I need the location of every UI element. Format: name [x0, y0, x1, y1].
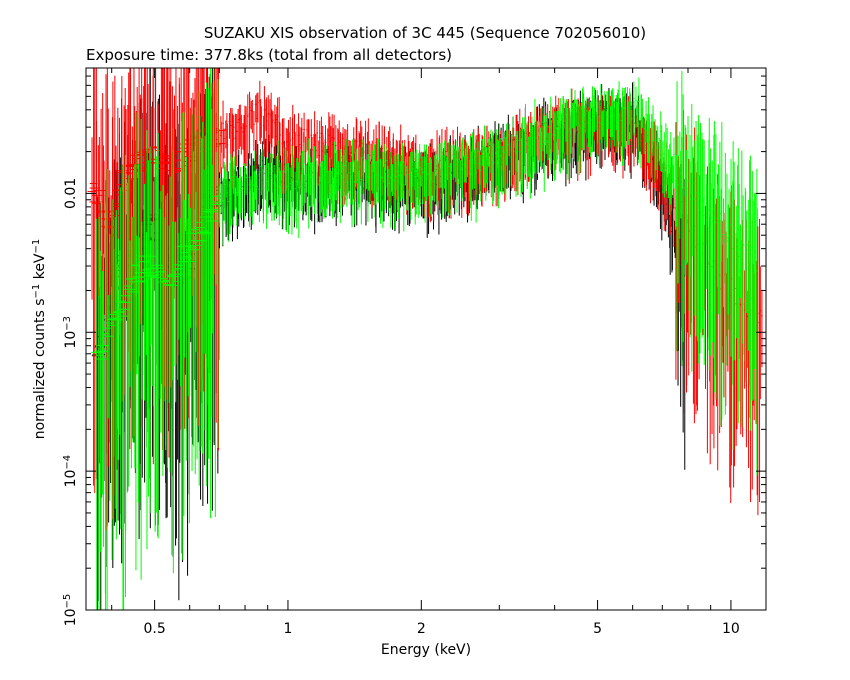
data-layer [87, 68, 763, 610]
x-axis-label: Energy (keV) [381, 642, 471, 658]
y-axis-label-main: normalized counts s [32, 298, 48, 439]
y-tick-label-0: 0.01 [63, 178, 79, 209]
y-tick-label-1: 10−3 [62, 316, 80, 349]
y-axis-label-mid: keV [32, 253, 48, 284]
y-tick-label-2: 10−4 [62, 455, 80, 488]
chart-title: SUZAKU XIS observation of 3C 445 (Sequen… [204, 24, 646, 42]
y-tick-label-3: 10−5 [62, 594, 80, 627]
ticks-layer: 0.5 1 2 5 10 0.01 10−3 10−4 10−5 [62, 67, 766, 637]
y-axis-label-exp2: −1 [31, 239, 42, 254]
x-tick-label-0: 0.5 [143, 621, 165, 637]
x-tick-label-3: 5 [593, 621, 602, 637]
x-tick-label-1: 1 [284, 621, 293, 637]
chart-subtitle: Exposure time: 377.8ks (total from all d… [86, 46, 452, 64]
x-tick-label-4: 10 [722, 621, 740, 637]
y-axis-label-exp1: −1 [31, 284, 42, 299]
y-axis-label: normalized counts s−1 keV−1 [31, 239, 49, 440]
series-2 [91, 68, 758, 610]
x-tick-label-2: 2 [417, 621, 426, 637]
